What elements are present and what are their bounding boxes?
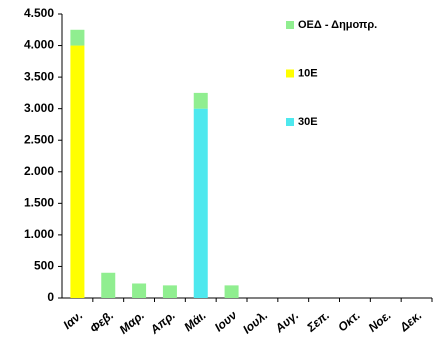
bar-segment xyxy=(101,272,116,298)
x-tick-label: Φεβ. xyxy=(87,308,116,336)
y-tick-label: 3.500 xyxy=(24,69,54,83)
x-tick-label: Σεπ. xyxy=(303,308,332,335)
x-tick-label: Ιαν. xyxy=(60,308,85,332)
bar-segment xyxy=(193,92,208,109)
y-tick-label: 1.000 xyxy=(24,227,54,241)
legend-label: 10Ε xyxy=(298,67,318,79)
x-tick-label: Ιουλ. xyxy=(240,308,270,337)
y-tick-label: 4.000 xyxy=(24,38,54,52)
bar-segment xyxy=(70,29,85,46)
y-tick-label: 2.000 xyxy=(24,164,54,178)
bar-segment xyxy=(224,285,239,298)
legend-swatch xyxy=(286,118,294,126)
y-tick-label: 1.500 xyxy=(24,196,54,210)
legend-swatch xyxy=(286,21,294,29)
x-tick-label: Νοε. xyxy=(366,308,394,335)
bar-segment xyxy=(132,283,147,298)
y-tick-label: 3.000 xyxy=(24,101,54,115)
x-tick-label: Ιουν xyxy=(212,308,240,335)
x-tick-label: Μαρ. xyxy=(117,308,147,337)
y-tick-label: 2.500 xyxy=(24,132,54,146)
y-tick-label: 4.500 xyxy=(24,6,54,20)
legend-label: 30Ε xyxy=(298,116,318,128)
x-tick-label: Αυγ. xyxy=(272,308,302,336)
bar-segment xyxy=(70,45,85,298)
y-tick-label: 0 xyxy=(47,290,54,304)
bar-segment xyxy=(193,108,208,299)
x-tick-label: Απρ. xyxy=(147,308,178,337)
x-tick-label: Μάι. xyxy=(181,308,208,334)
x-tick-label: Δεκ. xyxy=(396,308,424,335)
bar-segment xyxy=(162,285,177,298)
x-tick-label: Οκτ. xyxy=(335,308,363,334)
legend-label: ΟΕΔ - Δημοπρ. xyxy=(298,19,377,31)
legend-swatch xyxy=(286,69,294,78)
y-tick-label: 500 xyxy=(34,259,54,273)
